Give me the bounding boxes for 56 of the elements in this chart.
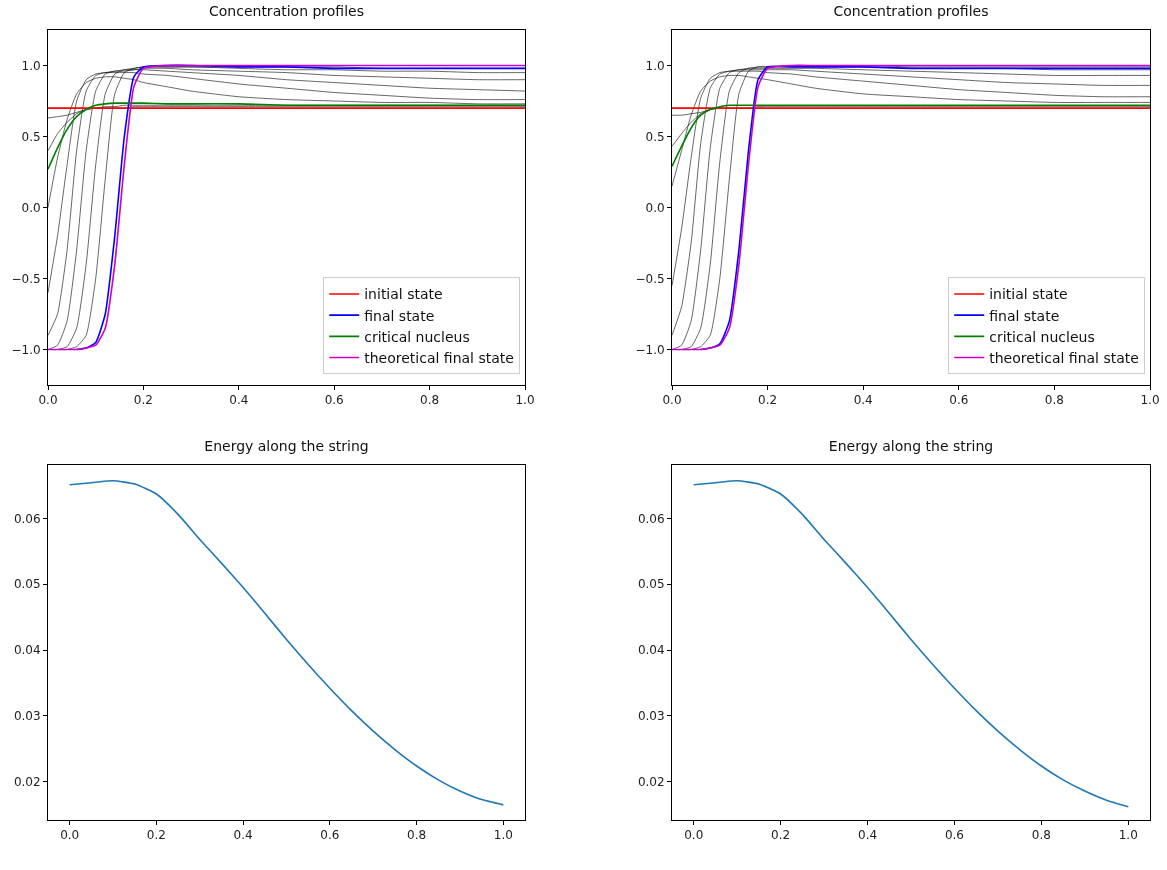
legend-label: initial state [989,286,1068,303]
y-tick-label: −0.5 [635,271,665,286]
y-tick-label: 0.06 [637,511,665,526]
y-tick-label: 0.05 [13,577,41,592]
y-tick-label: 0.5 [645,129,665,144]
legend-label: critical nucleus [989,328,1095,345]
y-tick-label: 0.03 [637,709,665,724]
y-tick-label: 0.5 [21,129,41,144]
y-tick-label: −0.5 [11,271,41,286]
y-tick-label: −1.0 [11,342,41,357]
x-tick-label: 0.2 [771,828,791,843]
x-tick-label: 1.0 [493,828,513,843]
legend-label: initial state [364,286,443,303]
x-tick-label: 0.0 [38,393,58,408]
y-tick-label: 0.04 [13,643,41,658]
x-tick-label: 0.4 [853,393,873,408]
y-tick-label: 0.05 [637,577,665,592]
y-tick-label: 0.02 [637,775,665,789]
x-tick-label: 0.8 [1031,828,1051,843]
chart-title: Energy along the string [204,438,369,455]
legend-label: final state [364,307,435,324]
legend-label: critical nucleus [364,328,470,345]
y-tick-label: 0.02 [13,775,41,789]
y-tick-label: 0.04 [637,643,665,658]
x-tick-label: 0.4 [229,393,249,408]
x-tick-label: 0.0 [60,828,80,843]
x-tick-label: 0.6 [324,393,344,408]
x-tick-label: 1.0 [1118,828,1138,843]
legend-label: theoretical final state [364,350,514,367]
x-tick-label: 0.6 [320,828,340,843]
x-tick-label: 0.8 [420,393,440,408]
y-tick-label: 0.0 [645,200,665,215]
x-tick-label: 0.6 [944,828,964,843]
x-tick-label: 0.2 [758,393,778,408]
legend-label: final state [989,307,1060,324]
y-tick-label: −1.0 [635,342,665,357]
chart-title: Concentration profiles [208,3,365,20]
x-tick-label: 0.8 [1044,393,1064,408]
y-tick-label: 1.0 [21,58,41,73]
y-tick-label: 1.0 [645,58,665,73]
x-tick-label: 0.6 [949,393,969,408]
y-tick-label: 0.0 [21,200,41,215]
chart-title: Energy along the string [828,438,994,455]
x-tick-label: 0.0 [662,393,682,408]
x-tick-label: 0.0 [684,828,704,843]
x-tick-label: 1.0 [515,393,535,408]
y-tick-label: 0.03 [13,709,41,724]
x-tick-label: 0.2 [146,828,166,843]
x-tick-label: 0.4 [233,828,253,843]
chart-title: Concentration profiles [833,3,989,20]
y-tick-label: 0.06 [13,511,41,526]
x-tick-label: 0.8 [407,828,427,843]
x-tick-label: 1.0 [1140,393,1160,408]
x-tick-label: 0.2 [133,393,153,408]
x-tick-label: 0.4 [858,828,878,843]
legend-label: theoretical final state [989,350,1139,367]
